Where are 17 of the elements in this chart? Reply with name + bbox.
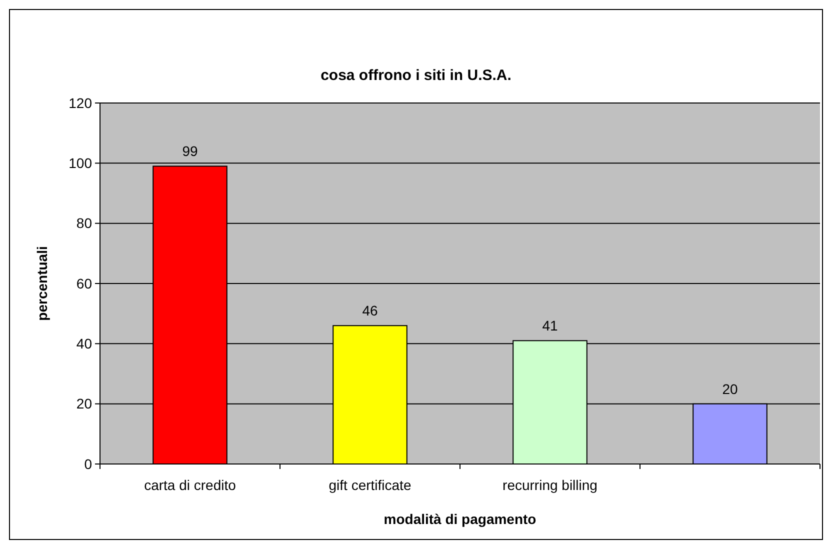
data-label: 99 — [182, 143, 198, 160]
data-label: 46 — [362, 302, 378, 319]
x-tick-label: recurring billing — [502, 477, 598, 493]
y-tick-label: 40 — [76, 336, 92, 352]
y-tick-label: 100 — [68, 155, 92, 172]
y-tick-label: 0 — [84, 456, 92, 472]
chart-title: cosa offrono i siti in U.S.A. — [320, 67, 512, 84]
y-tick-label: 60 — [76, 275, 92, 292]
data-label: 41 — [542, 318, 558, 334]
y-tick-label: 20 — [76, 396, 92, 412]
y-axis-title: percentuali — [34, 246, 50, 321]
x-tick-label: carta di credito — [144, 477, 236, 493]
y-tick-label: 120 — [68, 94, 92, 111]
y-tick-label: 80 — [76, 215, 92, 232]
data-label: 20 — [722, 380, 738, 397]
x-axis-title: modalità di pagamento — [384, 511, 536, 527]
x-tick-label: gift certificate — [328, 477, 412, 493]
